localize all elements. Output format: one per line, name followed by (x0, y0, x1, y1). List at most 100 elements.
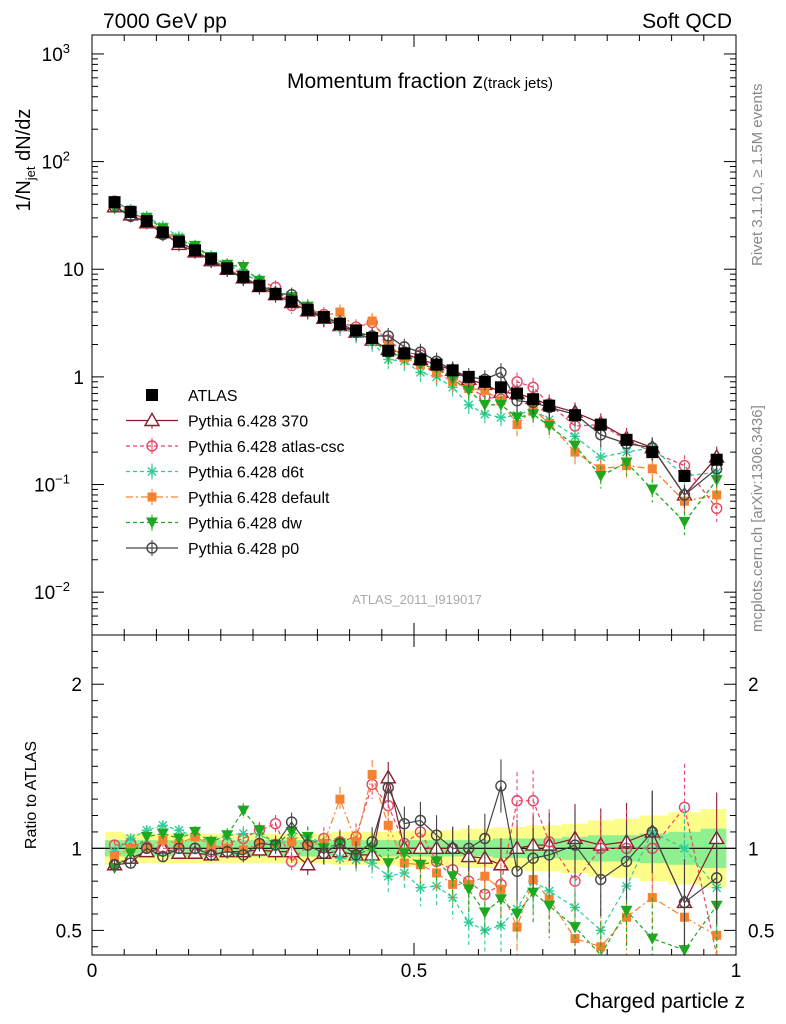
legend-marker (146, 389, 158, 401)
main-title: Momentum fraction z(track jets) (287, 70, 553, 93)
data-point (569, 440, 581, 452)
data-point (543, 420, 556, 432)
ratio-y-tick-label-right: 1 (748, 839, 759, 860)
data-point (382, 330, 394, 342)
data-point (398, 347, 411, 360)
analysis-watermark: ATLAS_2011_I919017 (352, 592, 482, 607)
main-y-axis-label: 1/Njet dN/dz (13, 109, 38, 212)
ratio-data-point (238, 828, 249, 839)
ratio-data-point (124, 848, 137, 860)
data-point (527, 381, 539, 394)
ratio-data-point (382, 781, 394, 794)
star-stroke (480, 409, 490, 419)
series-line (114, 203, 717, 502)
ratio-y-axis-label: Ratio to ATLAS (23, 741, 40, 849)
ratio-data-point (430, 829, 443, 841)
data-point (156, 226, 169, 239)
ratio-data-point (140, 831, 153, 843)
legend-item: Pythia 6.428 dw (126, 514, 302, 533)
ratio-data-point (527, 852, 539, 864)
ratio-data-point (269, 839, 282, 851)
ratio-series-line (114, 772, 717, 948)
ratio-data-point (350, 849, 362, 861)
ratio-series-pythia-6-428-p0 (108, 759, 723, 946)
ratio-data-point (158, 835, 168, 845)
y-tick-exponent: −1 (55, 472, 70, 487)
ratio-data-point (511, 795, 523, 807)
data-point (446, 364, 459, 377)
star-stroke (496, 412, 506, 422)
ratio-data-point (430, 856, 443, 868)
ratio-data-point (463, 842, 475, 855)
data-point (710, 453, 723, 466)
source-site-label: mcplots.cern.ch [arXiv:1306.3436] (749, 405, 766, 632)
data-point (494, 381, 507, 394)
legend-item: Pythia 6.428 p0 (126, 540, 299, 558)
ratio-data-point (512, 922, 522, 932)
legend-label: Pythia 6.428 p0 (188, 541, 299, 558)
star-stroke (126, 833, 136, 843)
data-point (543, 399, 556, 412)
legend-item: ATLAS (146, 388, 238, 405)
ratio-data-point (511, 908, 524, 920)
data-point (594, 470, 607, 482)
ratio-data-point (110, 852, 120, 862)
ratio-series-pythia-6-428-dw (108, 803, 723, 957)
data-point (205, 252, 218, 265)
ratio-data-point (269, 818, 282, 830)
y-tick-label: 10−2 (34, 579, 70, 604)
legend-marker (147, 466, 157, 477)
x-tick-label: 0.5 (401, 961, 427, 982)
data-point (712, 490, 722, 500)
data-point (478, 375, 491, 388)
ratio-data-point (712, 930, 722, 940)
data-point (124, 206, 137, 219)
ratio-data-point (205, 849, 217, 861)
y-tick-base: 10 (34, 476, 55, 497)
ratio-data-point (366, 836, 378, 848)
ratio-data-point (446, 842, 459, 855)
x-axis-label: Charged particle z (575, 990, 745, 1013)
legend-item: Pythia 6.428 d6t (126, 463, 304, 482)
ratio-data-point (511, 865, 523, 878)
ratio-data-point (237, 805, 250, 817)
ratio-data-point (108, 859, 121, 871)
ratio-data-point (446, 871, 459, 883)
star-stroke (158, 820, 168, 830)
data-point (350, 324, 363, 337)
ratio-data-point (302, 839, 314, 851)
legend-item: Pythia 6.428 370 (126, 412, 308, 431)
series-line (114, 206, 718, 497)
data-point (595, 452, 606, 463)
ratio-data-point (495, 780, 507, 792)
ratio-data-point (189, 842, 201, 855)
y-tick-exponent: 2 (63, 149, 70, 164)
ratio-series-line (114, 809, 718, 957)
energy-label: 7000 GeV pp (103, 10, 227, 33)
legend-label: Pythia 6.428 d6t (188, 465, 304, 482)
data-point (594, 418, 607, 431)
data-point (253, 279, 266, 292)
data-point (333, 317, 346, 330)
ratio-data-point (299, 856, 316, 871)
ratio-data-point (253, 837, 266, 850)
ratio-data-point (543, 849, 555, 861)
ratio-series-line (114, 783, 718, 956)
data-point (478, 399, 491, 411)
legend-label: Pythia 6.428 dw (188, 516, 302, 533)
ratio-data-point (382, 858, 395, 870)
ratio-data-point (569, 839, 581, 851)
ratio-y-tick-label-right: 0.5 (748, 921, 774, 942)
data-point (678, 469, 691, 482)
ratio-data-point (478, 907, 491, 919)
data-point (569, 409, 581, 422)
ratio-y-tick-label-left: 1 (71, 839, 82, 860)
ratio-data-point (595, 873, 607, 886)
y-tick-label: 102 (42, 149, 70, 174)
data-point (647, 464, 657, 474)
ratio-data-point (221, 830, 234, 842)
data-point (269, 287, 282, 300)
y-label-main: 1/N (13, 180, 35, 211)
ratio-data-point (710, 872, 723, 884)
